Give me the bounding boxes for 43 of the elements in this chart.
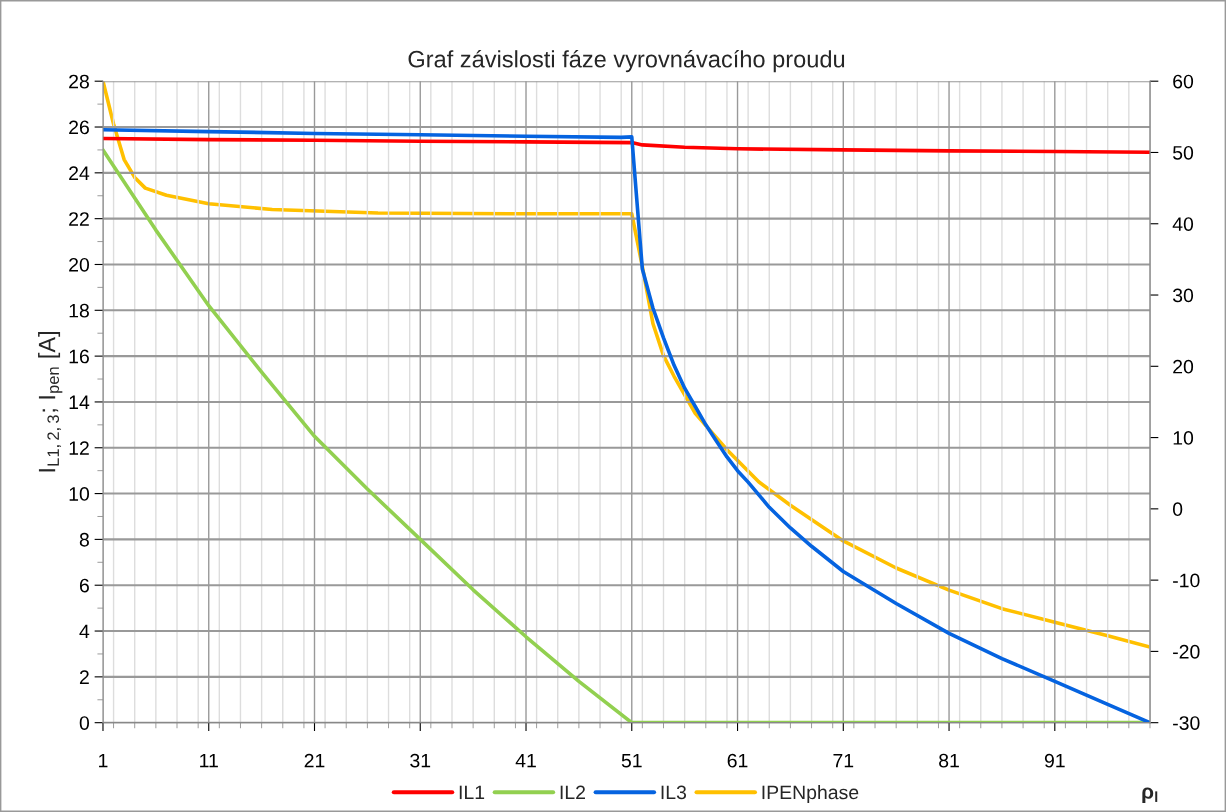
- line-series: [102, 136, 1150, 155]
- legend-label: IL2: [560, 785, 585, 800]
- y-tick-label: 26: [69, 120, 89, 135]
- y-tick-label: 2: [79, 670, 89, 684]
- y2-tick-label: 20: [1173, 359, 1194, 374]
- y2-tick-label: -20: [1173, 644, 1200, 659]
- y-tick-label: 4: [79, 624, 90, 639]
- x-tick-label: 71: [833, 753, 854, 768]
- x-tick-label: 1: [99, 753, 108, 768]
- x-tick-label: 61: [727, 753, 748, 768]
- y-tick-label: 28: [69, 74, 89, 89]
- x-tick-label: 51: [621, 753, 642, 768]
- y-tick-label: 24: [69, 166, 90, 180]
- legend-label: IL3: [661, 785, 687, 800]
- x-tick-label: 91: [1044, 753, 1065, 768]
- y-tick-label: 12: [69, 441, 89, 455]
- y2-tick-label: 40: [1172, 217, 1194, 231]
- y2-tick-label: 60: [1173, 74, 1194, 89]
- y2-tick-label: 30: [1172, 288, 1194, 303]
- x-axis-title: ρ$_{l}$: [1142, 787, 1158, 803]
- y-tick-label: 6: [79, 578, 89, 593]
- y2-tick-label: 50: [1172, 145, 1194, 160]
- y-tick-label: 22: [69, 212, 89, 226]
- y-tick-label: 20: [69, 257, 90, 272]
- y2-tick-label: -10: [1173, 573, 1200, 588]
- y-tick-label: 16: [69, 349, 89, 364]
- y-axis-title: I$_{L1,2,3}$; I$_{pen}$ [A]: [38, 331, 63, 472]
- y2-tick-label: 0: [1172, 502, 1183, 517]
- y-tick-label: 14: [69, 395, 90, 409]
- x-tick-label: 21: [304, 753, 325, 768]
- legend-label: IL1: [459, 785, 485, 800]
- y-tick-label: 8: [79, 532, 89, 547]
- y2-tick-label: 10: [1173, 431, 1194, 445]
- x-tick-label: 81: [939, 753, 959, 768]
- legend-label: IPENphase: [762, 784, 859, 804]
- chart-title: Graf závislosti fáze vyrovnávacího proudu: [408, 49, 845, 73]
- x-tick-label: 11: [200, 753, 218, 768]
- x-tick-label: 31: [410, 753, 431, 768]
- y-tick-label: 10: [69, 487, 90, 501]
- y-tick-label: 0: [79, 716, 90, 730]
- y-tick-label: 18: [69, 303, 89, 318]
- y2-tick-label: -30: [1173, 716, 1200, 730]
- x-tick-label: 41: [515, 753, 536, 768]
